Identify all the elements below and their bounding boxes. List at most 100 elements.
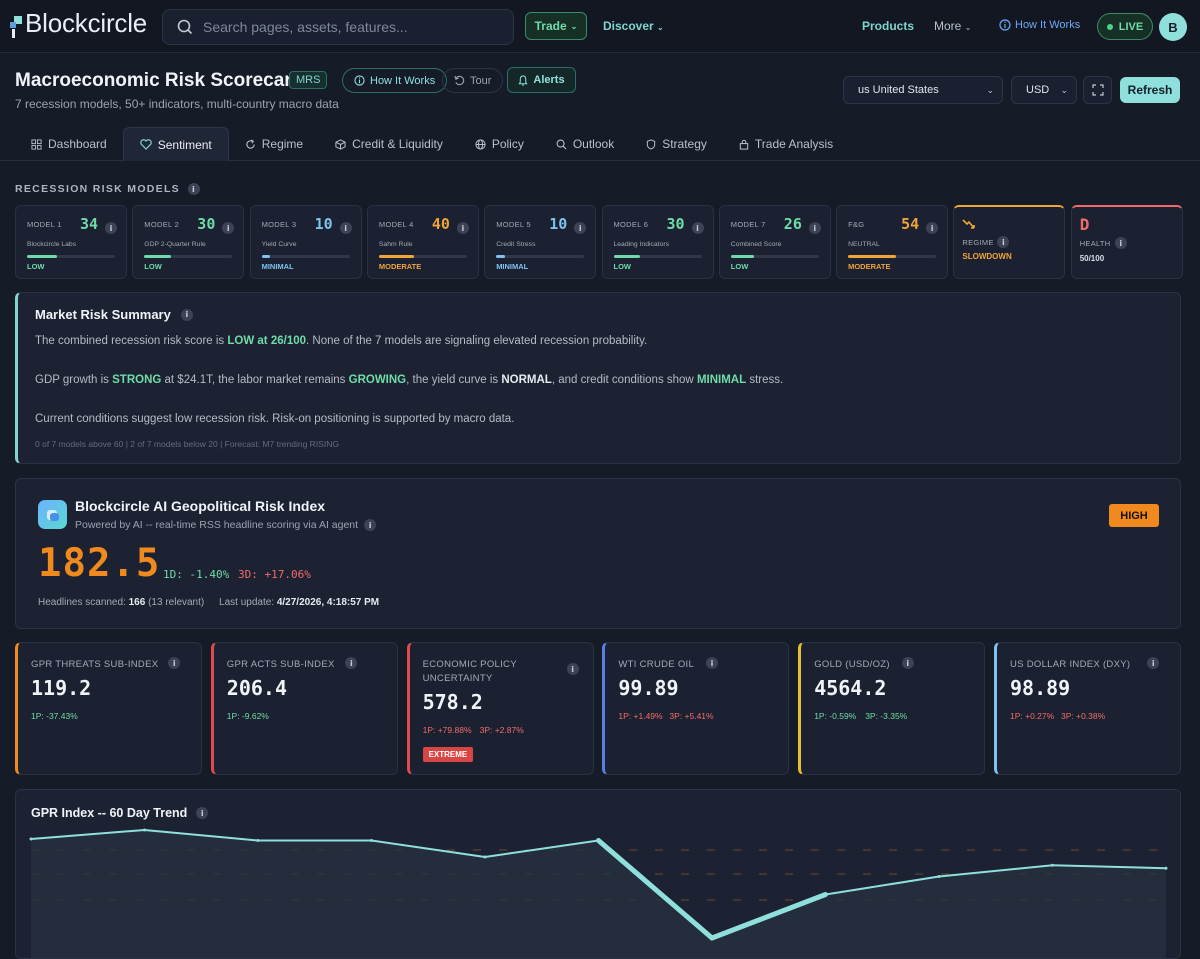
discover-menu[interactable]: Discover ⌄: [603, 19, 664, 33]
sub-index-value: 206.4: [226, 676, 288, 700]
market-risk-summary-card: Market Risk Summary i The combined reces…: [15, 292, 1181, 464]
shield-icon: [647, 138, 656, 150]
model-label: MODEL 1: [27, 220, 62, 229]
trade-button[interactable]: Trade ⌄: [525, 12, 587, 40]
lock-icon: [739, 139, 749, 150]
tab-strategy[interactable]: Strategy: [630, 127, 723, 161]
tab-trade-analysis[interactable]: Trade Analysis: [723, 127, 849, 161]
sub-index-value: 98.89: [1010, 676, 1071, 700]
info-icon[interactable]: i: [364, 519, 377, 531]
info-icon[interactable]: i: [105, 222, 117, 234]
sub-index-change-3p: 3P: +5.41%: [669, 711, 714, 721]
how-it-works-button[interactable]: How It Works: [342, 68, 448, 93]
info-icon[interactable]: i: [808, 222, 821, 234]
how-it-works-label: How It Works: [1015, 19, 1081, 31]
refresh-button[interactable]: Refresh: [1120, 77, 1180, 103]
info-icon[interactable]: i: [180, 308, 193, 321]
country-select[interactable]: us United States ⌄: [843, 76, 1003, 104]
live-dot-icon: [1106, 23, 1113, 30]
sub-index-card[interactable]: WTI CRUDE OIL i 99.89 1P: +1.49% 3P: +5.41%: [602, 642, 790, 775]
info-icon[interactable]: i: [196, 807, 209, 819]
data-point[interactable]: [824, 893, 827, 896]
data-point[interactable]: [937, 875, 941, 878]
model-card[interactable]: MODEL 3 10 i Yield Curve MINIMAL: [249, 205, 362, 279]
info-icon[interactable]: i: [691, 222, 704, 234]
fullscreen-button[interactable]: [1083, 76, 1112, 104]
model-status: LOW: [613, 262, 632, 271]
highlight-text: NORMAL: [501, 374, 552, 386]
model-progress-bar: [27, 255, 115, 258]
data-point[interactable]: [1051, 863, 1054, 867]
data-point[interactable]: [143, 828, 146, 832]
products-link[interactable]: Products: [862, 19, 915, 33]
data-point[interactable]: [29, 837, 33, 841]
info-icon[interactable]: i: [222, 222, 235, 234]
currency-select[interactable]: USD ⌄: [1011, 76, 1077, 104]
trade-label: Trade: [534, 19, 567, 33]
model-card[interactable]: F&G 54 i NEUTRAL MODERATE: [836, 205, 949, 279]
model-status: MODERATE: [848, 262, 891, 271]
health-card[interactable]: D HEALTH i 50/100: [1070, 205, 1183, 279]
model-progress-bar: [848, 255, 937, 258]
tab-outlook[interactable]: Outlook: [540, 127, 630, 161]
tab-sentiment[interactable]: Sentiment: [122, 127, 229, 161]
sub-index-card[interactable]: US DOLLAR INDEX (DXY) i 98.89 1P: +0.27% 3P:…: [994, 642, 1181, 775]
model-card[interactable]: MODEL 5 10 i Credit Stress MINIMAL: [484, 205, 597, 279]
search-input[interactable]: Search pages, assets, features...: [162, 9, 514, 45]
info-icon[interactable]: i: [926, 222, 939, 234]
data-point[interactable]: [1164, 866, 1168, 870]
info-icon[interactable]: i: [456, 222, 469, 234]
model-name: Sahm Rule: [378, 241, 413, 248]
tour-button[interactable]: Tour: [442, 68, 504, 93]
info-icon[interactable]: i: [566, 663, 579, 675]
tab-regime[interactable]: Regime: [229, 127, 319, 161]
model-card[interactable]: MODEL 7 26 i Combined Score LOW: [718, 205, 831, 279]
info-icon[interactable]: i: [1147, 657, 1160, 669]
regime-status: SLOWDOWN: [962, 252, 1012, 261]
model-label: MODEL 5: [496, 220, 531, 229]
sub-index-card[interactable]: GPR ACTS SUB-INDEX i 206.4 1P: -9.62%: [210, 642, 398, 775]
model-card[interactable]: MODEL 6 30 i Leading Indicators LOW: [601, 205, 714, 279]
info-icon[interactable]: i: [187, 183, 200, 195]
info-icon[interactable]: i: [339, 222, 352, 234]
update-label: Last update:: [219, 597, 275, 608]
tab-credit-liquidity[interactable]: Credit & Liquidity: [319, 127, 459, 161]
gpr-heading: GPR Index -- 60 Day Trend i: [31, 806, 209, 820]
data-point[interactable]: [483, 855, 487, 859]
sub-index-change-1p: 1P: +79.88%: [422, 725, 472, 735]
data-point[interactable]: [710, 936, 714, 940]
how-it-works-link[interactable]: How It Works: [999, 19, 1080, 31]
highlight-text: LOW at 26/100: [227, 335, 307, 347]
info-icon[interactable]: i: [1114, 237, 1127, 249]
data-point[interactable]: [256, 839, 260, 842]
info-icon[interactable]: i: [997, 236, 1010, 248]
alerts-button[interactable]: Alerts: [507, 67, 576, 93]
discover-label: Discover: [603, 19, 654, 33]
data-point[interactable]: [370, 839, 373, 842]
user-avatar[interactable]: B: [1159, 13, 1187, 41]
info-icon[interactable]: i: [168, 657, 181, 669]
info-icon[interactable]: i: [345, 657, 358, 669]
chevron-down-icon: ⌄: [964, 23, 972, 32]
more-menu[interactable]: More ⌄: [934, 19, 971, 33]
sub-index-label: WTI CRUDE OIL: [618, 659, 695, 670]
info-icon[interactable]: i: [574, 222, 587, 234]
data-point[interactable]: [597, 839, 600, 842]
sub-index-card[interactable]: GOLD (USD/OZ) i 4564.2 1P: -0.59% 3P: -3.35%: [798, 642, 986, 775]
model-card[interactable]: MODEL 1 34 i Blockcircle Labs LOW: [15, 205, 127, 279]
sub-index-card[interactable]: ECONOMIC POLICY UNCERTAINTY i 578.2 1P: +79…: [406, 642, 594, 775]
live-status-button[interactable]: LIVE: [1097, 13, 1153, 40]
brand-logo[interactable]: Blockcircle: [10, 8, 147, 38]
model-label: MODEL 2: [144, 220, 180, 229]
model-card[interactable]: MODEL 2 30 i GDP 2-Quarter Rule LOW: [132, 205, 245, 279]
model-name: Yield Curve: [261, 241, 297, 248]
sub-index-label: GOLD (USD/OZ): [814, 659, 890, 670]
info-icon[interactable]: i: [705, 657, 718, 669]
sub-index-card[interactable]: GPR THREATS SUB-INDEX i 119.2 1P: -37.43%: [15, 642, 202, 775]
info-icon[interactable]: i: [901, 657, 914, 669]
model-card[interactable]: MODEL 4 40 i Sahm Rule MODERATE: [366, 205, 479, 279]
tab-policy[interactable]: Policy: [459, 127, 540, 161]
relevant-count: (13 relevant): [148, 597, 205, 608]
regime-card[interactable]: REGIME i SLOWDOWN: [953, 205, 1066, 279]
tab-dashboard[interactable]: Dashboard: [15, 127, 123, 161]
